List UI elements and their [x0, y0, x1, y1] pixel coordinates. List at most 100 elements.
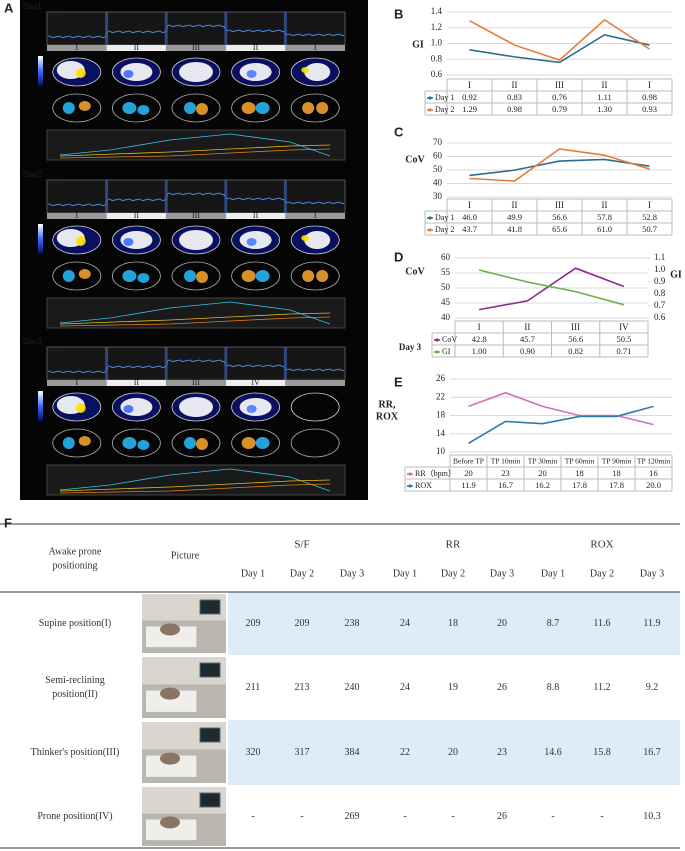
segment [47, 45, 107, 51]
panel-label: F [4, 515, 12, 530]
category-label: TP 90min [602, 457, 632, 466]
segment [285, 380, 345, 386]
group-header: S/F [294, 539, 309, 551]
y-tick-label: 50 [433, 164, 443, 174]
y-tick-label: 14 [436, 428, 446, 438]
table-cell: 15.8 [593, 747, 611, 758]
legend-swatch [428, 108, 432, 112]
ventilation-blob [137, 105, 150, 115]
legend-swatch [435, 350, 439, 354]
value-label: 56.6 [552, 212, 567, 222]
series-line [478, 269, 625, 306]
segment [106, 380, 167, 386]
table-cell: 23 [497, 747, 507, 758]
category-label: II [602, 80, 608, 90]
table-cell: 209 [295, 618, 310, 629]
trend-box [46, 464, 346, 496]
table-cell: 24 [400, 682, 410, 693]
table-cell: 26 [497, 682, 507, 693]
series-line [469, 33, 650, 64]
day-header: Day 1 [541, 568, 565, 579]
table-cell: 238 [345, 618, 360, 629]
photo-bed [146, 819, 197, 841]
segment [225, 213, 286, 219]
value-label: 16.2 [535, 480, 550, 490]
value-label: 16 [649, 468, 658, 478]
segment-label: II [253, 211, 259, 220]
value-label: 0.71 [616, 346, 631, 356]
category-label: III [555, 200, 564, 210]
y-tick-label: 22 [436, 391, 445, 401]
lung-image [52, 93, 102, 123]
segment-label: I [75, 378, 78, 387]
day-header: Day 2 [441, 568, 465, 579]
ventilation-blob [137, 273, 150, 283]
table-cell: 8.8 [547, 682, 560, 693]
ventilation-blob [301, 235, 310, 241]
photo-monitor [199, 599, 221, 615]
photo-monitor [199, 662, 221, 678]
marker [224, 12, 228, 45]
legend-label: Day 2 [435, 105, 454, 114]
category-label: IV [619, 322, 629, 332]
ventilation-blob [316, 102, 329, 114]
photo-patient [160, 816, 180, 829]
y-axis-label: CoV [405, 266, 425, 277]
y-tick-label: 40 [441, 312, 451, 322]
value-label: 65.6 [552, 224, 567, 234]
photo-patient [160, 752, 180, 765]
scale-bar [38, 56, 43, 86]
table-cell: - [600, 811, 603, 822]
ventilation-blob [316, 270, 329, 282]
table-cell: 211 [246, 682, 261, 693]
table-cell: 22 [400, 747, 410, 758]
series-line [469, 158, 650, 177]
value-label: 50.7 [642, 224, 657, 234]
panel-label: A [4, 0, 14, 15]
y-tick-label: 18 [436, 410, 446, 420]
ventilation-blob [179, 230, 213, 250]
marker [283, 347, 287, 380]
y-tick-label: 50 [441, 282, 451, 292]
trend-box [46, 129, 346, 161]
category-label: TP 60min [565, 457, 595, 466]
header-label: Picture [171, 550, 200, 561]
table-cell: - [300, 811, 303, 822]
category-label: II [512, 200, 518, 210]
ventilation-blob [122, 270, 137, 282]
photo-bed [146, 690, 197, 712]
day-label: Day1 [23, 2, 42, 11]
segment-label: II [134, 211, 140, 220]
category-label: I [468, 200, 471, 210]
ventilation-blob [78, 269, 91, 279]
series-line [468, 405, 654, 445]
marker [283, 12, 287, 45]
y-tick-label: 10 [436, 446, 446, 456]
header-label: positioning [52, 560, 97, 571]
ventilation-blob [122, 437, 137, 449]
legend-label: Day 1 [435, 93, 454, 102]
category-label: I [468, 80, 471, 90]
trend-line [59, 144, 331, 157]
segment-label: III [192, 211, 200, 220]
table-label: Day 3 [399, 342, 422, 352]
ventilation-blob [184, 437, 196, 449]
ventilation-blob [123, 238, 134, 246]
value-label: 11.9 [461, 480, 476, 490]
ventilation-blob [302, 270, 315, 282]
waveform-box [46, 179, 346, 214]
value-label: 52.8 [642, 212, 657, 222]
day-header: Day 2 [590, 568, 614, 579]
segment-label: III [192, 43, 200, 52]
scale-bar [38, 391, 43, 421]
table-cell: 213 [295, 682, 310, 693]
ventilation-blob [304, 63, 331, 81]
category-label: TP 10min [491, 457, 521, 466]
lung-image [52, 428, 102, 458]
value-label: 46.0 [462, 212, 477, 222]
lung-image [290, 428, 340, 458]
value-label: 23 [501, 468, 510, 478]
ventilation-blob [241, 270, 256, 282]
scale-bar [38, 224, 43, 254]
